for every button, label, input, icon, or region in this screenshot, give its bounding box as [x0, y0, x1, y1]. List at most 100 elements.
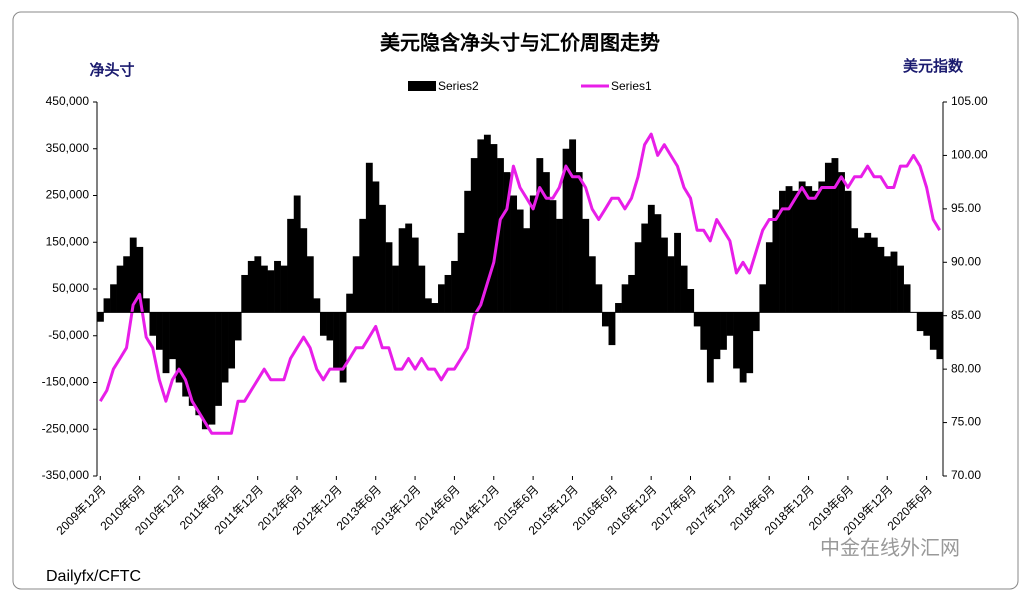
- bar: [798, 181, 806, 313]
- bar: [523, 228, 531, 313]
- bar: [97, 312, 104, 322]
- bar: [844, 190, 852, 313]
- bar: [792, 190, 800, 313]
- bar: [647, 204, 655, 313]
- y2-tick-label: 70.00: [951, 468, 981, 482]
- bar: [339, 312, 347, 383]
- bar: [379, 204, 386, 313]
- bar: [293, 195, 301, 313]
- bar: [464, 190, 472, 313]
- bar: [162, 312, 170, 374]
- bar: [260, 265, 268, 313]
- bar: [267, 270, 275, 313]
- line: [99, 132, 941, 435]
- bar: [510, 195, 518, 313]
- bar: [424, 298, 432, 313]
- bar: [838, 172, 845, 313]
- bar: [287, 218, 295, 313]
- bar: [667, 256, 675, 313]
- bar: [851, 228, 859, 313]
- bar: [818, 181, 826, 313]
- bar: [280, 265, 288, 313]
- bar: [706, 312, 714, 383]
- bar: [634, 242, 642, 313]
- bar: [680, 265, 688, 313]
- bar: [556, 218, 563, 313]
- bar: [156, 312, 163, 350]
- bar: [129, 237, 137, 313]
- bar: [319, 312, 327, 336]
- bar: [569, 139, 577, 313]
- bar: [490, 144, 498, 313]
- bar: [595, 284, 603, 313]
- legend-label: Series2: [438, 79, 479, 93]
- y-tick-label: 50,000: [52, 281, 89, 295]
- bar: [582, 218, 590, 313]
- bar: [779, 190, 786, 313]
- bar: [313, 298, 321, 313]
- bar: [897, 265, 904, 313]
- legend-label: Series1: [611, 79, 652, 93]
- legend-swatch: [408, 81, 436, 91]
- bar: [470, 158, 478, 313]
- bar: [149, 312, 157, 336]
- source: Dailyfx/CFTC: [46, 568, 141, 585]
- bar: [857, 237, 865, 313]
- bar: [274, 260, 281, 313]
- bar: [385, 242, 393, 313]
- bar: [877, 246, 885, 313]
- bar: [713, 312, 721, 360]
- y-tick-label: 450,000: [46, 94, 90, 108]
- bar: [772, 209, 780, 313]
- bar: [661, 237, 668, 313]
- bar: [483, 134, 491, 313]
- bar: [326, 312, 334, 341]
- bar: [588, 256, 596, 313]
- bar: [300, 228, 308, 313]
- bar: [831, 158, 839, 313]
- y2-tick-label: 100.00: [951, 148, 988, 162]
- bar: [726, 312, 734, 336]
- bar: [746, 312, 754, 374]
- bar: [438, 284, 445, 313]
- bar: [536, 158, 544, 313]
- bar: [785, 186, 793, 313]
- bar: [169, 312, 176, 360]
- bar: [188, 312, 196, 406]
- bar: [136, 246, 144, 313]
- y-tick-label: -50,000: [48, 328, 89, 342]
- bar: [247, 260, 255, 313]
- watermark: 中金在线外汇网: [820, 536, 960, 559]
- chart-title: 美元隐含净头寸与汇价周图走势: [380, 31, 660, 55]
- bar: [392, 265, 399, 313]
- bar: [503, 172, 511, 313]
- bar: [182, 312, 190, 397]
- y2-tick-label: 95.00: [951, 201, 981, 215]
- bar: [687, 289, 695, 313]
- bar: [477, 139, 485, 313]
- bar: [234, 312, 242, 341]
- bar: [759, 284, 767, 313]
- bar: [372, 181, 380, 313]
- y2-tick-label: 75.00: [951, 415, 981, 429]
- bar: [411, 237, 419, 313]
- bar: [110, 284, 117, 313]
- bar: [444, 274, 452, 313]
- y2-axis-title: 美元指数: [903, 57, 964, 75]
- bar: [890, 251, 898, 313]
- bar: [615, 303, 622, 313]
- bar: [241, 274, 249, 313]
- bar: [497, 158, 504, 313]
- bar: [549, 200, 557, 313]
- bar: [201, 312, 209, 430]
- bar: [674, 232, 681, 313]
- bar: [208, 312, 216, 425]
- bar: [116, 265, 124, 313]
- y2-tick-label: 85.00: [951, 308, 981, 322]
- bar: [654, 214, 662, 313]
- bar: [621, 284, 629, 313]
- bar: [516, 209, 524, 313]
- bar: [451, 260, 458, 313]
- bar: [739, 312, 747, 383]
